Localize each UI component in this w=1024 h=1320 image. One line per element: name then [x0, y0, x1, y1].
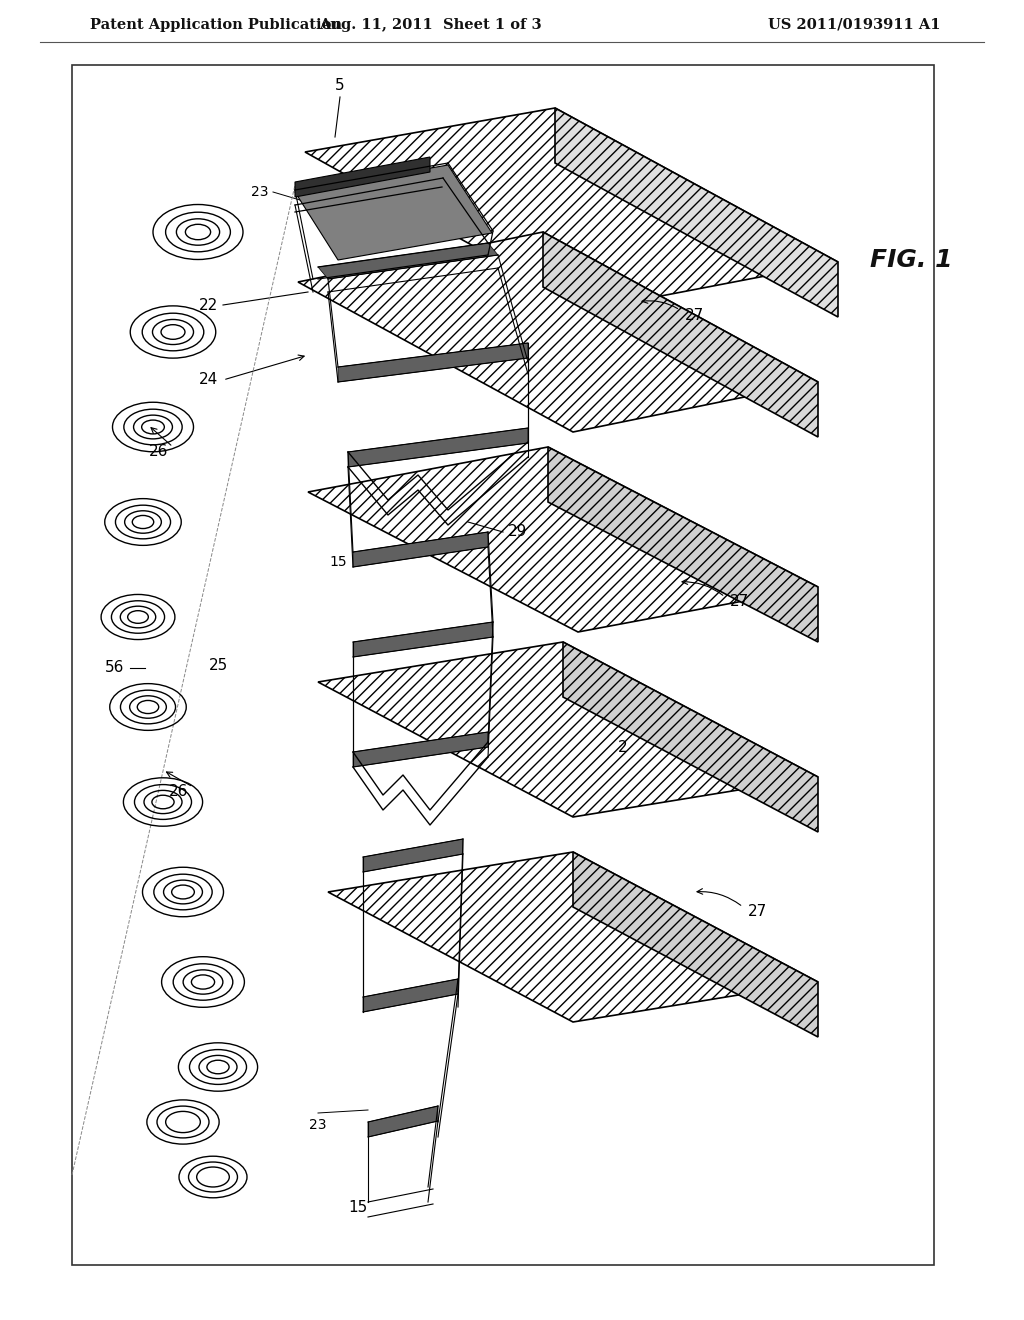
Polygon shape [555, 108, 838, 317]
Text: 27: 27 [685, 308, 705, 322]
Polygon shape [563, 642, 818, 832]
Text: FIG. 1: FIG. 1 [870, 248, 952, 272]
Polygon shape [298, 232, 818, 432]
Polygon shape [548, 447, 818, 642]
Text: 27: 27 [748, 904, 767, 920]
Text: 23: 23 [251, 185, 268, 199]
Text: 56: 56 [105, 660, 124, 676]
Polygon shape [318, 642, 818, 817]
Text: 5: 5 [335, 78, 345, 92]
Text: 2: 2 [618, 741, 628, 755]
Text: 15: 15 [348, 1200, 368, 1216]
Polygon shape [295, 157, 430, 197]
Polygon shape [362, 840, 463, 873]
Text: 29: 29 [508, 524, 527, 540]
Text: Aug. 11, 2011  Sheet 1 of 3: Aug. 11, 2011 Sheet 1 of 3 [318, 18, 542, 32]
Text: 27: 27 [730, 594, 750, 610]
Text: 25: 25 [209, 657, 228, 672]
Text: Patent Application Publication: Patent Application Publication [90, 18, 342, 32]
Text: 26: 26 [169, 784, 188, 800]
Polygon shape [353, 622, 493, 657]
Text: 24: 24 [199, 372, 218, 388]
Polygon shape [305, 108, 838, 310]
Polygon shape [353, 733, 488, 767]
Text: 22: 22 [199, 297, 218, 313]
Polygon shape [362, 979, 458, 1012]
Polygon shape [573, 851, 818, 1038]
Polygon shape [318, 243, 498, 279]
Polygon shape [368, 1106, 438, 1137]
Polygon shape [348, 428, 528, 467]
Polygon shape [353, 532, 488, 568]
Polygon shape [295, 165, 492, 260]
Text: 23: 23 [309, 1118, 327, 1133]
Polygon shape [308, 447, 818, 632]
Bar [72, 65, 934, 1265]
Polygon shape [543, 232, 818, 437]
Text: US 2011/0193911 A1: US 2011/0193911 A1 [768, 18, 940, 32]
Text: 15: 15 [329, 554, 347, 569]
Text: 26: 26 [148, 445, 168, 459]
Polygon shape [328, 851, 818, 1022]
Polygon shape [338, 343, 528, 381]
